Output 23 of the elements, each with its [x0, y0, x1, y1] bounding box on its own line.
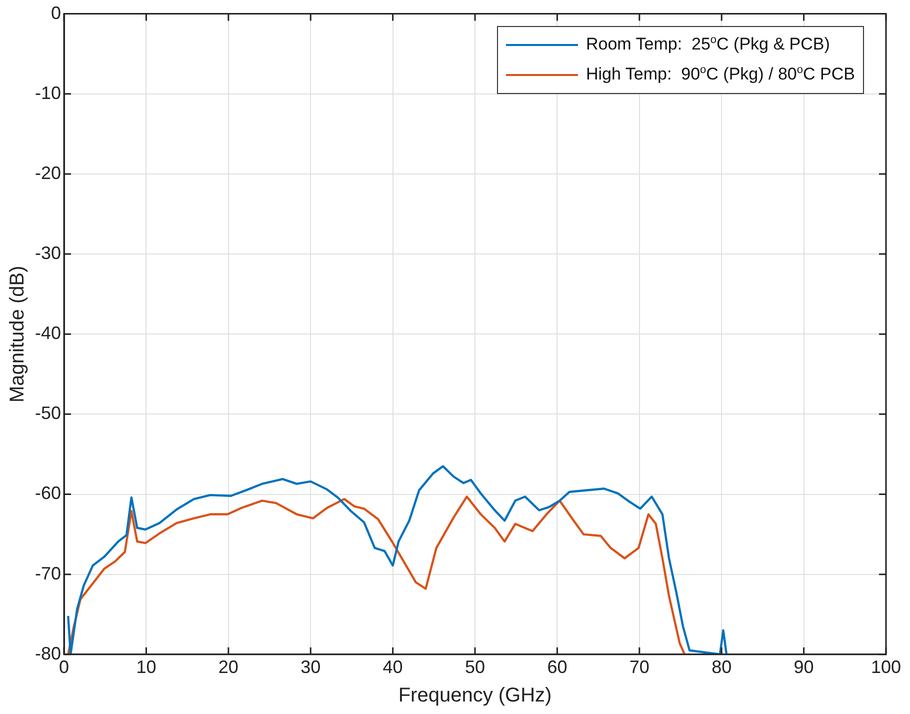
legend-label: Room Temp: 25$^{o}$C (Pkg & PCB): [586, 34, 830, 56]
y-axis-title: Magnitude (dB): [6, 266, 29, 402]
x-tick-label: 20: [218, 657, 238, 678]
y-tick-label: 0: [51, 2, 62, 23]
y-tick-label: -30: [35, 242, 62, 263]
x-tick-label: 80: [712, 657, 732, 678]
y-tick-label: -40: [35, 323, 62, 344]
y-tick-label: -20: [35, 162, 62, 183]
x-tick-label: 30: [300, 657, 321, 678]
y-tick-label: -60: [35, 483, 62, 504]
x-tick-label: 10: [136, 657, 156, 678]
x-tick-label: 60: [547, 657, 568, 678]
x-tick-label: 70: [629, 657, 650, 678]
y-tick-label: -50: [35, 403, 62, 424]
legend-label: High Temp: 90$^{o}$C (Pkg) / 80$^{o}$C PCB: [586, 64, 855, 86]
y-tick-label: -10: [35, 82, 62, 103]
y-tick-label: -80: [35, 643, 62, 664]
x-tick-label: 40: [382, 657, 403, 678]
x-tick-label: 90: [794, 657, 814, 678]
y-tick-label: -70: [35, 563, 62, 584]
x-axis-title: Frequency (GHz): [398, 684, 552, 707]
x-tick-label: 100: [870, 657, 902, 678]
x-tick-label: 50: [464, 657, 486, 678]
